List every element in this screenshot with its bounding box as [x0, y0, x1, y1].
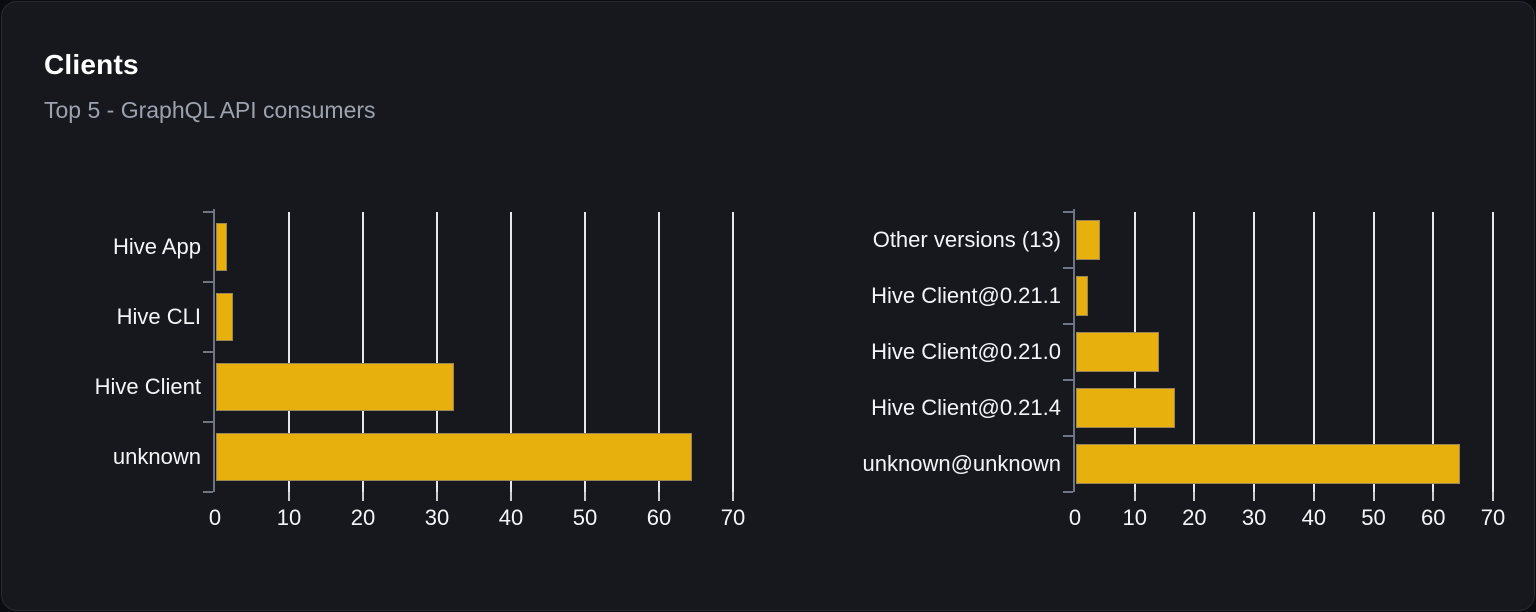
category-label: Other versions (13) — [872, 227, 1061, 252]
x-axis-tick — [732, 492, 734, 501]
y-axis-tick — [203, 281, 213, 283]
x-tick-label: 60 — [1421, 505, 1446, 530]
bar — [1076, 388, 1176, 428]
bar — [216, 433, 692, 481]
x-axis-tick — [1133, 492, 1136, 501]
x-tick-label: 20 — [350, 505, 376, 530]
card-title: Clients — [44, 49, 139, 80]
x-axis-tick — [362, 492, 364, 501]
x-axis-tick — [1372, 492, 1375, 501]
x-tick-label: 60 — [646, 505, 672, 530]
x-tick-label: 10 — [276, 505, 302, 530]
grid-line — [362, 212, 364, 492]
bar — [1076, 220, 1100, 260]
y-axis-tick — [1063, 491, 1073, 493]
y-axis-tick — [1063, 435, 1073, 437]
x-axis-tick — [1432, 492, 1435, 501]
y-axis-tick — [203, 491, 213, 493]
x-axis-tick — [1253, 492, 1256, 501]
x-tick-label: 70 — [1480, 505, 1506, 530]
y-axis-tick — [203, 351, 213, 353]
y-axis-tick — [1063, 323, 1073, 325]
x-axis-tick — [510, 492, 512, 501]
x-tick-label: 70 — [720, 505, 746, 530]
x-tick-label: 10 — [1122, 505, 1147, 530]
category-label: Hive Client@0.21.0 — [871, 339, 1061, 364]
x-tick-label: 30 — [1241, 505, 1267, 530]
bar — [1076, 444, 1460, 484]
grid-line — [1193, 212, 1196, 492]
x-axis-tick — [1491, 492, 1494, 501]
x-axis-tick — [436, 492, 438, 501]
y-axis-tick — [1063, 267, 1073, 269]
x-axis-tick — [1193, 492, 1196, 501]
y-axis-line — [213, 209, 215, 492]
category-label: Hive CLI — [116, 304, 201, 329]
grid-line — [584, 212, 586, 492]
bar — [1076, 332, 1159, 372]
y-axis-tick — [203, 421, 213, 423]
grid-line — [658, 212, 660, 492]
bar — [216, 293, 234, 341]
bar — [1076, 276, 1088, 316]
grid-line — [732, 212, 734, 492]
category-label: unknown@unknown — [862, 451, 1061, 476]
grid-line — [1253, 212, 1256, 492]
grid-line — [1372, 212, 1375, 492]
grid-line — [1491, 212, 1494, 492]
category-label: Hive Client — [94, 374, 201, 399]
y-axis-line — [1073, 209, 1075, 492]
card-subtitle: Top 5 - GraphQL API consumers — [44, 97, 376, 123]
x-axis-tick — [288, 492, 290, 501]
y-axis-tick — [1063, 379, 1073, 381]
y-axis-tick — [1063, 211, 1073, 213]
grid-line — [1432, 212, 1435, 492]
x-axis-tick — [1312, 492, 1315, 501]
bar — [216, 363, 455, 411]
x-tick-label: 50 — [1361, 505, 1386, 530]
bar — [216, 223, 228, 271]
x-tick-label: 50 — [572, 505, 598, 530]
category-label: Hive App — [112, 234, 201, 259]
y-axis-tick — [203, 211, 213, 213]
category-label: Hive Client@0.21.1 — [871, 283, 1061, 308]
grid-line — [288, 212, 290, 492]
x-tick-label: 40 — [1301, 505, 1327, 530]
category-label: Hive Client@0.21.4 — [871, 395, 1061, 420]
x-axis-tick — [658, 492, 660, 501]
x-tick-label: 0 — [208, 505, 222, 530]
x-tick-label: 0 — [1068, 505, 1082, 530]
grid-line — [1312, 212, 1315, 492]
x-tick-label: 40 — [498, 505, 524, 530]
x-axis-tick — [584, 492, 586, 501]
category-label: unknown — [112, 444, 201, 469]
grid-line — [510, 212, 512, 492]
x-tick-label: 20 — [1182, 505, 1207, 530]
x-tick-label: 30 — [424, 505, 450, 530]
grid-line — [436, 212, 438, 492]
